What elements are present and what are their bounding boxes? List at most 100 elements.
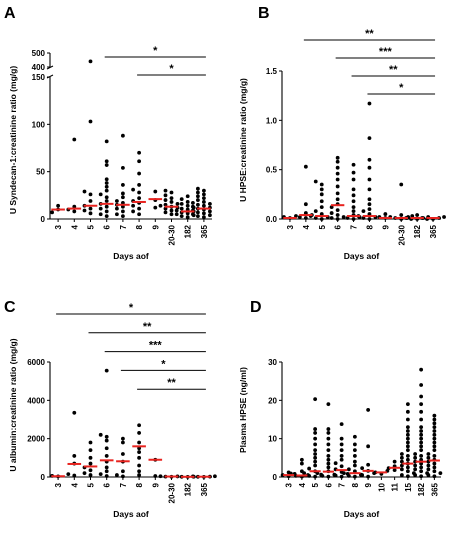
data-point: [326, 436, 331, 441]
data-point: [346, 473, 351, 478]
data-point: [405, 457, 410, 462]
data-point: [432, 417, 437, 422]
data-point: [419, 383, 424, 387]
data-point: [104, 195, 109, 200]
data-point: [294, 214, 298, 218]
data-point: [335, 155, 340, 160]
data-point: [208, 201, 212, 206]
data-point: [82, 189, 87, 194]
data-point: [202, 203, 206, 208]
data-point: [307, 473, 312, 478]
data-point: [169, 196, 174, 201]
data-point: [329, 216, 334, 220]
x-tick-label: 7: [119, 224, 128, 229]
data-point: [302, 471, 307, 476]
data-point: [432, 436, 437, 441]
y-tick-label: 10: [268, 435, 277, 444]
data-point: [104, 159, 109, 164]
data-point: [121, 133, 125, 138]
data-point: [326, 427, 331, 431]
data-point: [399, 467, 404, 472]
data-point: [326, 474, 331, 479]
data-point: [169, 190, 174, 195]
data-point: [426, 455, 431, 460]
data-point: [88, 473, 93, 477]
data-point: [351, 205, 356, 210]
data-point: [104, 368, 109, 373]
data-point: [392, 468, 397, 472]
data-point: [366, 408, 371, 412]
data-point: [104, 204, 109, 209]
x-tick-label: 9: [381, 224, 390, 229]
data-point: [208, 209, 212, 214]
y-tick-label: 0: [41, 215, 46, 224]
data-point: [163, 193, 168, 198]
x-tick-label: 20-30: [397, 224, 406, 245]
data-point: [367, 212, 372, 216]
y-tick-label: 0: [273, 473, 278, 482]
data-point: [335, 177, 340, 182]
data-point: [335, 165, 340, 170]
data-point: [367, 136, 372, 140]
data-point: [313, 452, 318, 456]
data-point: [104, 181, 109, 185]
data-point: [313, 459, 318, 464]
significance-label: **: [389, 64, 398, 76]
data-point: [174, 208, 179, 213]
data-point: [361, 209, 366, 214]
data-point: [405, 448, 410, 453]
x-tick-label: 7: [338, 482, 347, 487]
data-point: [352, 442, 357, 447]
data-point: [335, 208, 340, 213]
data-point: [313, 431, 318, 435]
data-point: [50, 210, 54, 215]
data-point: [432, 474, 437, 479]
data-point: [432, 465, 437, 470]
data-point: [405, 409, 410, 414]
x-tick-label: 365: [429, 224, 438, 238]
x-tick-label: 5: [87, 224, 96, 229]
data-point: [419, 394, 424, 399]
data-point: [303, 164, 308, 169]
data-point: [104, 163, 109, 167]
data-point: [163, 198, 168, 202]
data-point: [405, 474, 410, 479]
data-point: [419, 425, 424, 430]
x-tick-label: 20-30: [168, 482, 177, 503]
data-point: [104, 214, 109, 219]
significance-label: *: [153, 45, 158, 57]
data-point: [413, 452, 418, 456]
data-point: [179, 206, 184, 211]
data-point: [115, 473, 119, 477]
data-point: [202, 192, 206, 197]
data-point: [185, 215, 190, 220]
y-tick-label: 2000: [27, 435, 45, 444]
data-point: [405, 440, 410, 445]
significance-label: *: [129, 302, 134, 314]
data-point: [158, 474, 163, 479]
x-tick-label: 4: [298, 482, 307, 487]
data-point: [419, 474, 424, 479]
y-axis-title: U Syndecan-1:creatinine ratio (mg/g): [8, 66, 18, 214]
data-point: [313, 442, 318, 447]
data-point: [104, 184, 109, 189]
data-point: [104, 446, 109, 451]
data-point: [163, 210, 168, 215]
panel-letter: C: [4, 299, 16, 316]
x-tick-label: 5: [87, 482, 96, 487]
data-point: [341, 471, 346, 476]
data-point: [169, 208, 174, 213]
data-point: [335, 171, 340, 176]
data-point: [196, 198, 200, 202]
x-tick-label: 4: [70, 224, 79, 229]
x-axis-title: Days aof: [113, 509, 149, 519]
x-tick-label: 4: [302, 224, 311, 229]
x-tick-label: 3: [286, 224, 295, 229]
data-point: [307, 466, 312, 471]
data-point: [98, 192, 103, 197]
data-point: [137, 431, 142, 435]
data-point: [399, 455, 404, 460]
data-point: [104, 177, 109, 182]
data-point: [185, 200, 190, 204]
data-point: [341, 215, 346, 219]
